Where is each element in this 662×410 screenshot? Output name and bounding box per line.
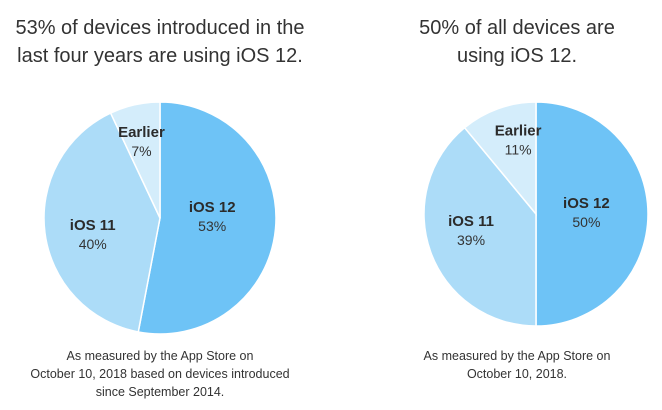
footnote-line-2: October 10, 2018.	[466, 367, 568, 381]
slice-label-ios-11: iOS 11	[70, 217, 116, 234]
slice-label-earlier: Earlier	[118, 124, 165, 141]
chart-title-line-1: 53% of devices introduced in the	[15, 17, 305, 39]
footnote-line-1: As measured by the App Store on	[66, 349, 254, 363]
chart-title: 53% of devices introduced in the last fo…	[0, 14, 320, 70]
slice-label-ios-12: iOS 12	[189, 199, 236, 216]
slice-value-ios-11: 39%	[457, 232, 485, 248]
pie-slice-ios-11	[423, 126, 537, 327]
slice-label-ios-12: iOS 12	[563, 195, 610, 212]
chart-panel-recent-devices: 53% of devices introduced in the last fo…	[0, 0, 320, 410]
chart-title-line-1: 50% of all devices are	[419, 17, 615, 39]
slice-value-ios-12: 50%	[572, 214, 600, 230]
chart-panel-all-devices: 50% of all devices are using iOS 12. iOS…	[372, 0, 662, 410]
chart-title-line-2: last four years are using iOS 12.	[17, 45, 303, 67]
pie-chart: iOS 12 53% iOS 11 40% Earlier 7%	[43, 101, 277, 335]
pie-slice-ios-11	[43, 112, 161, 333]
chart-title-line-2: using iOS 12.	[456, 45, 578, 67]
pie-slice-ios-12	[535, 101, 649, 327]
pie-chart: iOS 12 50% iOS 11 39% Earlier 11%	[423, 101, 649, 327]
slice-value-ios-11: 40%	[79, 236, 107, 252]
slice-label-ios-11: iOS 11	[448, 213, 494, 230]
pie-slice-ios-12	[137, 101, 277, 335]
footnote-line-1: As measured by the App Store on	[423, 349, 611, 363]
chart-footnote: As measured by the App Store on October …	[0, 347, 320, 401]
footnote-line-3: since September 2014.	[95, 385, 225, 399]
slice-label-earlier: Earlier	[495, 123, 542, 140]
chart-footnote: As measured by the App Store on October …	[372, 347, 662, 383]
chart-title: 50% of all devices are using iOS 12.	[372, 14, 662, 70]
pie-slice-earlier	[463, 101, 537, 217]
slice-value-earlier: 7%	[131, 143, 151, 159]
footnote-line-2: October 10, 2018 based on devices introd…	[30, 367, 290, 381]
slice-value-ios-12: 53%	[198, 218, 226, 234]
slice-value-earlier: 11%	[505, 142, 532, 158]
pie-slice-earlier	[109, 101, 161, 219]
